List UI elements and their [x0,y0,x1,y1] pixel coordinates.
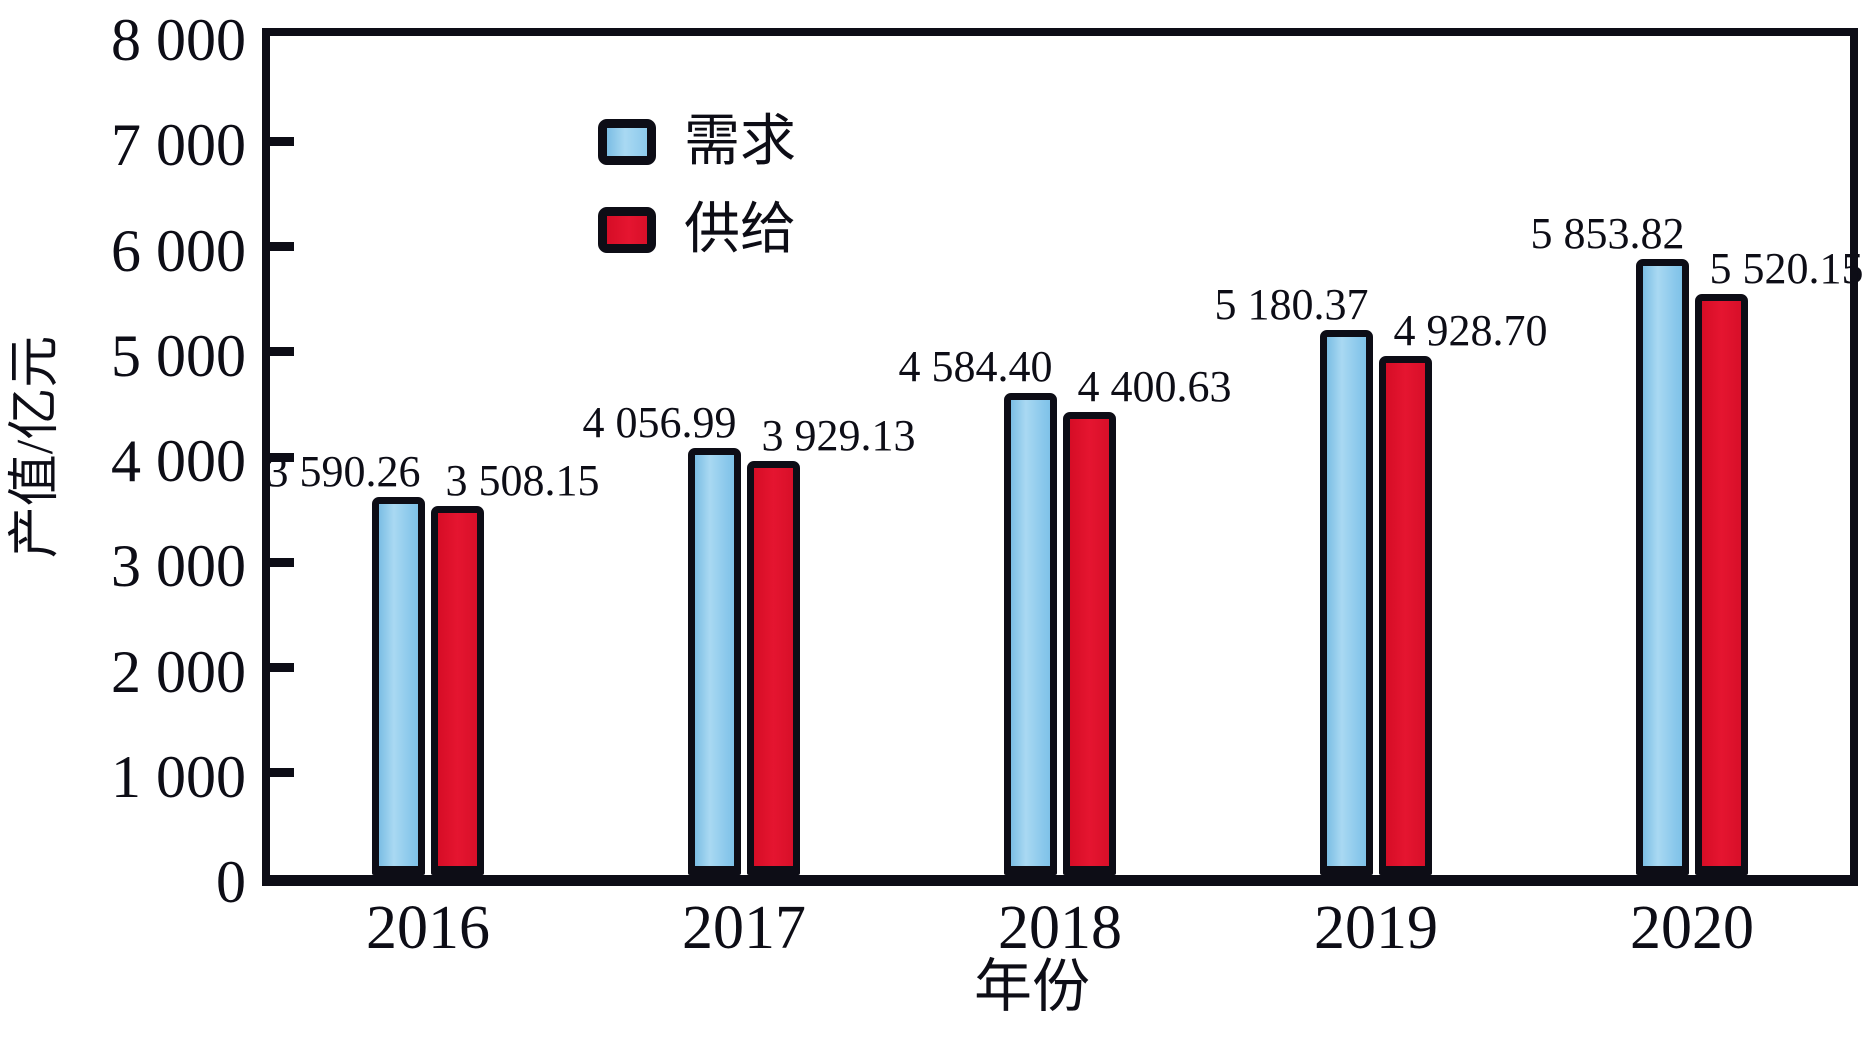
legend-item-demand: 需求 [598,98,796,186]
bar-value-label-supply-2019: 4 928.70 [1393,306,1548,356]
bar-demand-2017 [688,448,741,875]
bar-value-label-demand-2020: 5 853.82 [1530,208,1685,258]
y-tick-mark [270,347,294,357]
bar-value-label-supply-2020: 5 520.15 [1709,244,1864,293]
legend-item-supply: 供给 [598,186,796,274]
y-tick-mark [270,768,294,778]
x-axis-title: 年份 [973,954,1091,1019]
y-tick-mark [270,663,294,672]
legend-label-supply: 供给 [684,199,796,261]
y-tick-label: 5 000 [111,322,246,389]
bar-supply-2019 [1379,356,1432,875]
bar-supply-2018 [1063,411,1116,875]
bar-supply-2017 [747,461,800,875]
y-tick-label: 0 [216,849,246,915]
y-tick-label: 3 000 [111,533,246,600]
y-tick-label: 6 000 [111,217,246,284]
x-tick-label: 2019 [1314,894,1438,962]
legend-swatch-demand-icon [598,119,656,165]
y-tick-mark [270,557,294,567]
bar-value-label-supply-2016: 3 508.15 [445,455,600,505]
y-tick-mark [270,452,294,462]
y-tick-mark [270,136,294,146]
legend-label-demand: 需求 [684,111,796,173]
x-tick-label: 2017 [682,894,806,962]
bar-value-label-supply-2017: 3 929.13 [761,411,916,461]
y-tick-label: 4 000 [111,428,246,494]
x-tick-label: 2016 [366,894,490,962]
bar-value-label-demand-2019: 5 180.37 [1214,279,1369,329]
bar-value-label-demand-2017: 4 056.99 [582,398,737,447]
y-tick-mark [270,242,294,251]
x-tick-label: 2020 [1630,894,1754,962]
y-tick-label: 2 000 [111,638,246,705]
bar-supply-2020 [1695,294,1748,875]
bar-demand-2018 [1004,392,1057,875]
bar-demand-2020 [1636,258,1689,875]
legend: 需求 供给 [598,98,796,274]
y-tick-label: 8 000 [111,7,246,73]
bar-demand-2016 [372,497,425,875]
bar-value-label-demand-2018: 4 584.40 [898,342,1053,392]
y-tick-label: 7 000 [111,112,246,179]
y-tick-label: 1 000 [111,743,246,810]
plot-area: 需求 供给 3 590.26 3 508.15 4 056.99 3 929.13 4 … [262,28,1864,886]
legend-swatch-supply-icon [598,207,656,253]
bar-demand-2019 [1320,329,1373,875]
x-tick-label: 2018 [998,894,1122,962]
bar-value-label-demand-2016: 3 590.26 [266,447,421,497]
bar-supply-2016 [431,505,484,875]
bar-value-label-supply-2018: 4 400.63 [1077,361,1232,411]
